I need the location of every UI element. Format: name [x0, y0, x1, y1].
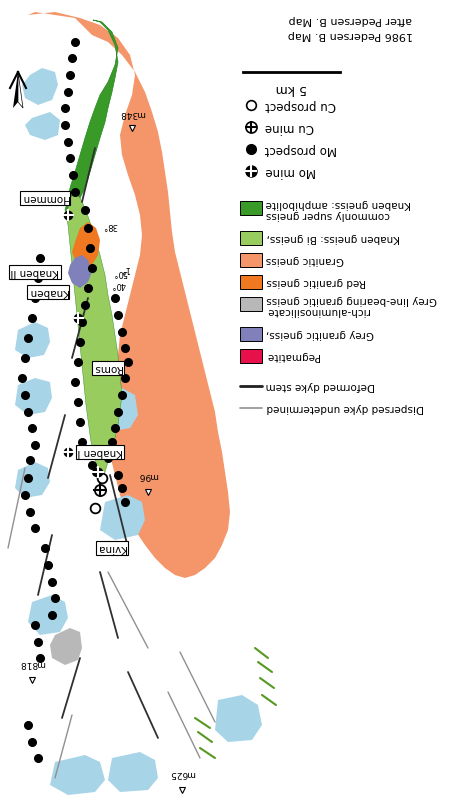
Polygon shape	[15, 378, 52, 415]
Text: after Pedersen B. Map: after Pedersen B. Map	[288, 15, 412, 25]
Text: Cu mine: Cu mine	[265, 121, 314, 133]
Text: Granitic gneiss: Granitic gneiss	[266, 255, 344, 265]
Polygon shape	[215, 695, 262, 742]
Polygon shape	[72, 222, 100, 268]
Text: 38°: 38°	[103, 221, 117, 230]
Text: Knaben gneiss: Bi gneiss,: Knaben gneiss: Bi gneiss,	[266, 233, 399, 243]
Text: 1°: 1°	[120, 264, 130, 273]
Text: Knaben II: Knaben II	[11, 267, 59, 277]
Polygon shape	[100, 495, 145, 540]
Polygon shape	[68, 255, 92, 288]
Text: 50°: 50°	[113, 268, 127, 277]
Polygon shape	[22, 68, 58, 105]
Text: Grey line-bearing granitic gneiss: Grey line-bearing granitic gneiss	[266, 295, 437, 305]
Polygon shape	[25, 112, 60, 140]
Text: Dispersed dyke undetermined: Dispersed dyke undetermined	[266, 403, 424, 413]
Text: Mo mine: Mo mine	[265, 164, 316, 177]
Text: m96: m96	[138, 471, 158, 480]
Bar	[240, 349, 262, 363]
Text: rich-aluminosilicate: rich-aluminosilicate	[266, 306, 369, 316]
Text: 5 km: 5 km	[276, 82, 307, 95]
Text: 1986 Pedersen B. Map: 1986 Pedersen B. Map	[287, 30, 412, 40]
Text: 40°: 40°	[111, 281, 125, 290]
Bar	[240, 275, 262, 289]
Polygon shape	[65, 192, 122, 475]
Text: Knaben I: Knaben I	[77, 447, 123, 457]
Text: Mo prospect: Mo prospect	[265, 142, 337, 155]
Bar	[240, 297, 262, 311]
Bar	[240, 231, 262, 245]
Text: Roms: Roms	[94, 363, 122, 373]
Text: Grey granitic gneiss,: Grey granitic gneiss,	[266, 329, 374, 339]
Text: Knaben gneiss: amphibolite: Knaben gneiss: amphibolite	[266, 199, 411, 209]
Text: Cu prospect: Cu prospect	[265, 99, 336, 112]
Text: Deformed dyke stem: Deformed dyke stem	[266, 381, 375, 391]
Text: Pegmatite: Pegmatite	[266, 351, 319, 361]
Polygon shape	[28, 12, 230, 578]
Polygon shape	[50, 628, 82, 665]
Bar	[240, 201, 262, 215]
Bar	[240, 253, 262, 267]
Text: Red granitic gneiss: Red granitic gneiss	[266, 277, 366, 287]
Bar	[240, 327, 262, 341]
Polygon shape	[15, 462, 50, 498]
Text: Kvina: Kvina	[98, 543, 127, 553]
Polygon shape	[95, 388, 138, 432]
Polygon shape	[13, 72, 18, 108]
Text: commonly super gneiss: commonly super gneiss	[266, 210, 390, 220]
Text: m818: m818	[19, 659, 45, 668]
Text: Hommen: Hommen	[21, 193, 69, 203]
Polygon shape	[18, 72, 23, 108]
Polygon shape	[28, 595, 68, 635]
Polygon shape	[50, 755, 105, 795]
Polygon shape	[108, 752, 158, 792]
Text: m625: m625	[169, 769, 195, 778]
Polygon shape	[65, 20, 118, 212]
Text: m348: m348	[119, 109, 145, 118]
Text: Knaben: Knaben	[28, 287, 68, 297]
Polygon shape	[15, 322, 50, 358]
